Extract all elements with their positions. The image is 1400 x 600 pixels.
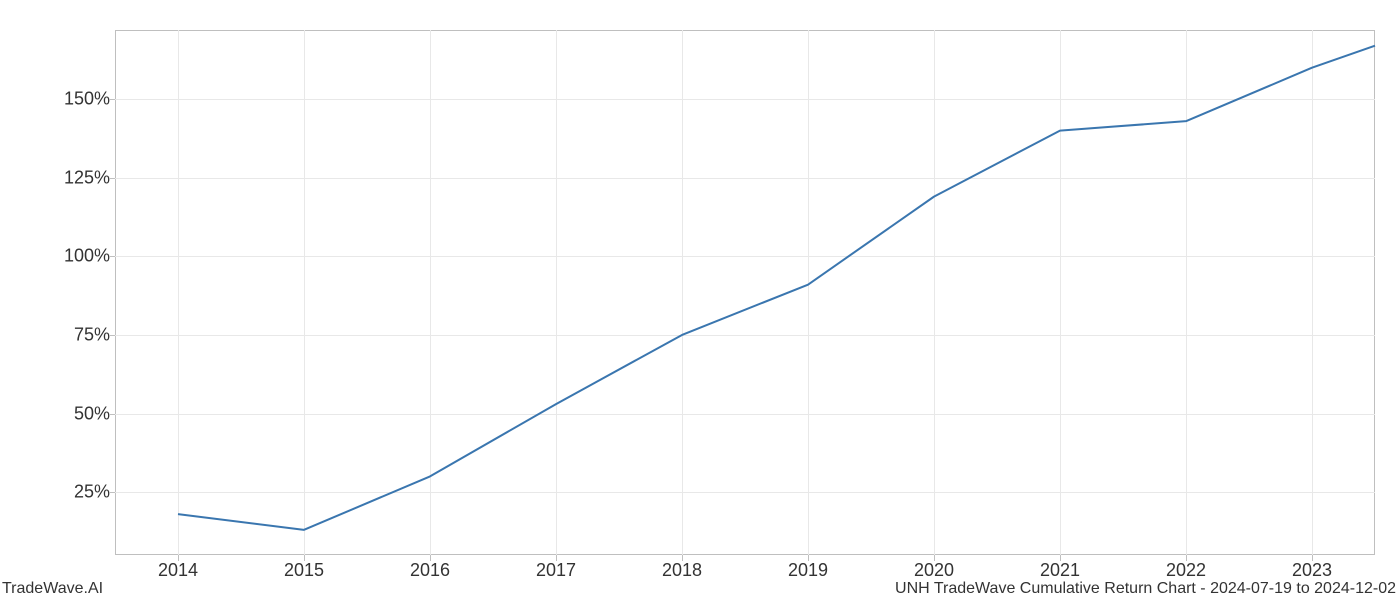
y-axis-tick-label: 75% [50,324,110,345]
footer-caption: UNH TradeWave Cumulative Return Chart - … [895,580,1396,598]
x-tick-mark [178,555,179,561]
x-tick-mark [1312,555,1313,561]
x-axis-tick-label: 2023 [1292,560,1332,581]
x-tick-mark [682,555,683,561]
x-axis-tick-label: 2017 [536,560,576,581]
y-tick-mark [109,335,115,336]
chart-plot-area [115,30,1375,555]
x-tick-mark [1186,555,1187,561]
y-tick-mark [109,414,115,415]
y-tick-mark [109,99,115,100]
y-axis-tick-label: 25% [50,482,110,503]
x-axis-tick-label: 2019 [788,560,828,581]
line-path [178,46,1375,530]
x-tick-mark [808,555,809,561]
y-axis-tick-label: 50% [50,403,110,424]
x-axis-tick-label: 2022 [1166,560,1206,581]
x-tick-mark [430,555,431,561]
x-axis-tick-label: 2021 [1040,560,1080,581]
x-axis-tick-label: 2018 [662,560,702,581]
y-axis-tick-label: 125% [50,167,110,188]
y-tick-mark [109,492,115,493]
x-tick-mark [1060,555,1061,561]
x-tick-mark [934,555,935,561]
x-axis-tick-label: 2015 [284,560,324,581]
x-tick-mark [304,555,305,561]
y-tick-mark [109,256,115,257]
y-axis-tick-label: 150% [50,89,110,110]
y-axis-tick-label: 100% [50,246,110,267]
y-tick-mark [109,178,115,179]
x-axis-tick-label: 2016 [410,560,450,581]
x-tick-mark [556,555,557,561]
x-axis-tick-label: 2014 [158,560,198,581]
footer-brand: TradeWave.AI [2,580,103,598]
x-axis-tick-label: 2020 [914,560,954,581]
line-series [115,30,1375,555]
